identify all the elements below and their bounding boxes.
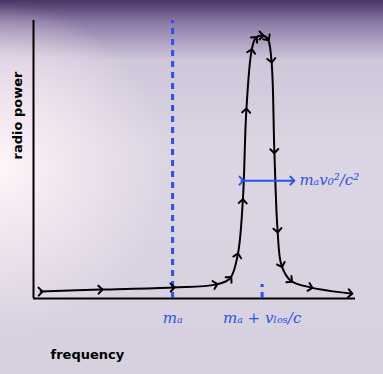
svg-text:mₐ: mₐ xyxy=(163,309,183,327)
svg-text:radio power: radio power xyxy=(10,71,25,159)
svg-text:mₐ + vₗₒₛ/c: mₐ + vₗₒₛ/c xyxy=(223,309,302,327)
svg-text:mₐv₀²/c²: mₐv₀²/c² xyxy=(299,171,359,189)
svg-text:frequency: frequency xyxy=(51,347,125,362)
